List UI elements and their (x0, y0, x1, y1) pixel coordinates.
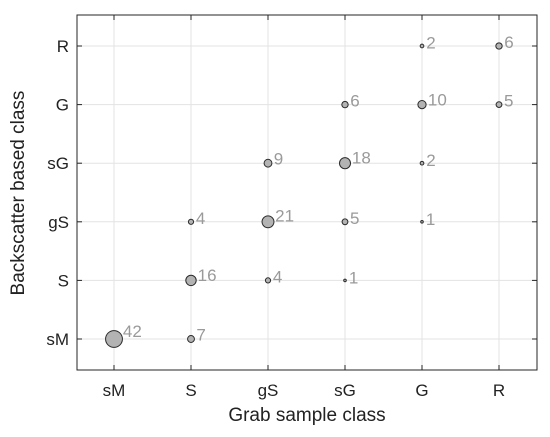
y-tick-label: S (58, 271, 69, 290)
data-point (495, 42, 503, 50)
data-point (419, 43, 425, 49)
x-tick-label: sM (103, 381, 126, 400)
data-point (420, 220, 424, 224)
data-point (338, 157, 352, 170)
data-label: 6 (504, 33, 513, 52)
y-tick-label: sM (46, 330, 69, 349)
data-label: 21 (275, 207, 294, 226)
data-label: 10 (428, 91, 447, 110)
y-tick-label: sG (47, 154, 69, 173)
data-label: 2 (426, 151, 435, 170)
data-point (187, 218, 195, 225)
y-axis-title: Backscatter based class (8, 91, 29, 296)
x-axis-title: Grab sample class (228, 405, 385, 426)
data-point (263, 158, 273, 168)
data-label: 16 (198, 266, 217, 285)
x-tick-label: G (415, 381, 428, 400)
data-labels: 42 7 16 4 4 21 9 1 5 18 6 1 2 10 2 5 6 (123, 33, 514, 345)
data-label: 4 (196, 209, 205, 228)
data-point (417, 99, 427, 110)
data-point (343, 278, 347, 283)
data-point (419, 160, 425, 166)
plot-area-frame (76, 14, 538, 371)
data-label: 18 (352, 148, 371, 167)
data-point (495, 101, 503, 109)
data-point (341, 218, 349, 226)
data-label: 1 (349, 268, 358, 287)
data-label: 1 (426, 210, 435, 229)
data-label: 6 (350, 91, 359, 110)
data-label: 4 (273, 268, 282, 287)
data-point (185, 274, 197, 287)
data-label: 2 (426, 34, 435, 53)
data-point (261, 215, 275, 229)
data-label: 7 (196, 326, 205, 345)
data-point (187, 335, 195, 343)
x-tick-label: R (493, 381, 505, 400)
data-markers (105, 42, 503, 348)
x-tick-label: gS (258, 381, 279, 400)
data-label: 5 (350, 209, 359, 228)
x-tick-label: sG (334, 381, 356, 400)
grid-lines (77, 15, 537, 370)
x-tick-label: S (185, 381, 196, 400)
y-tick-label: R (57, 37, 69, 56)
data-point (264, 277, 272, 284)
data-label: 9 (274, 149, 283, 168)
data-point (105, 330, 123, 348)
data-label: 5 (504, 92, 513, 111)
y-tick-label: gS (48, 213, 69, 232)
data-point (341, 100, 349, 109)
data-label: 42 (123, 322, 142, 341)
y-tick-label: G (56, 96, 69, 115)
